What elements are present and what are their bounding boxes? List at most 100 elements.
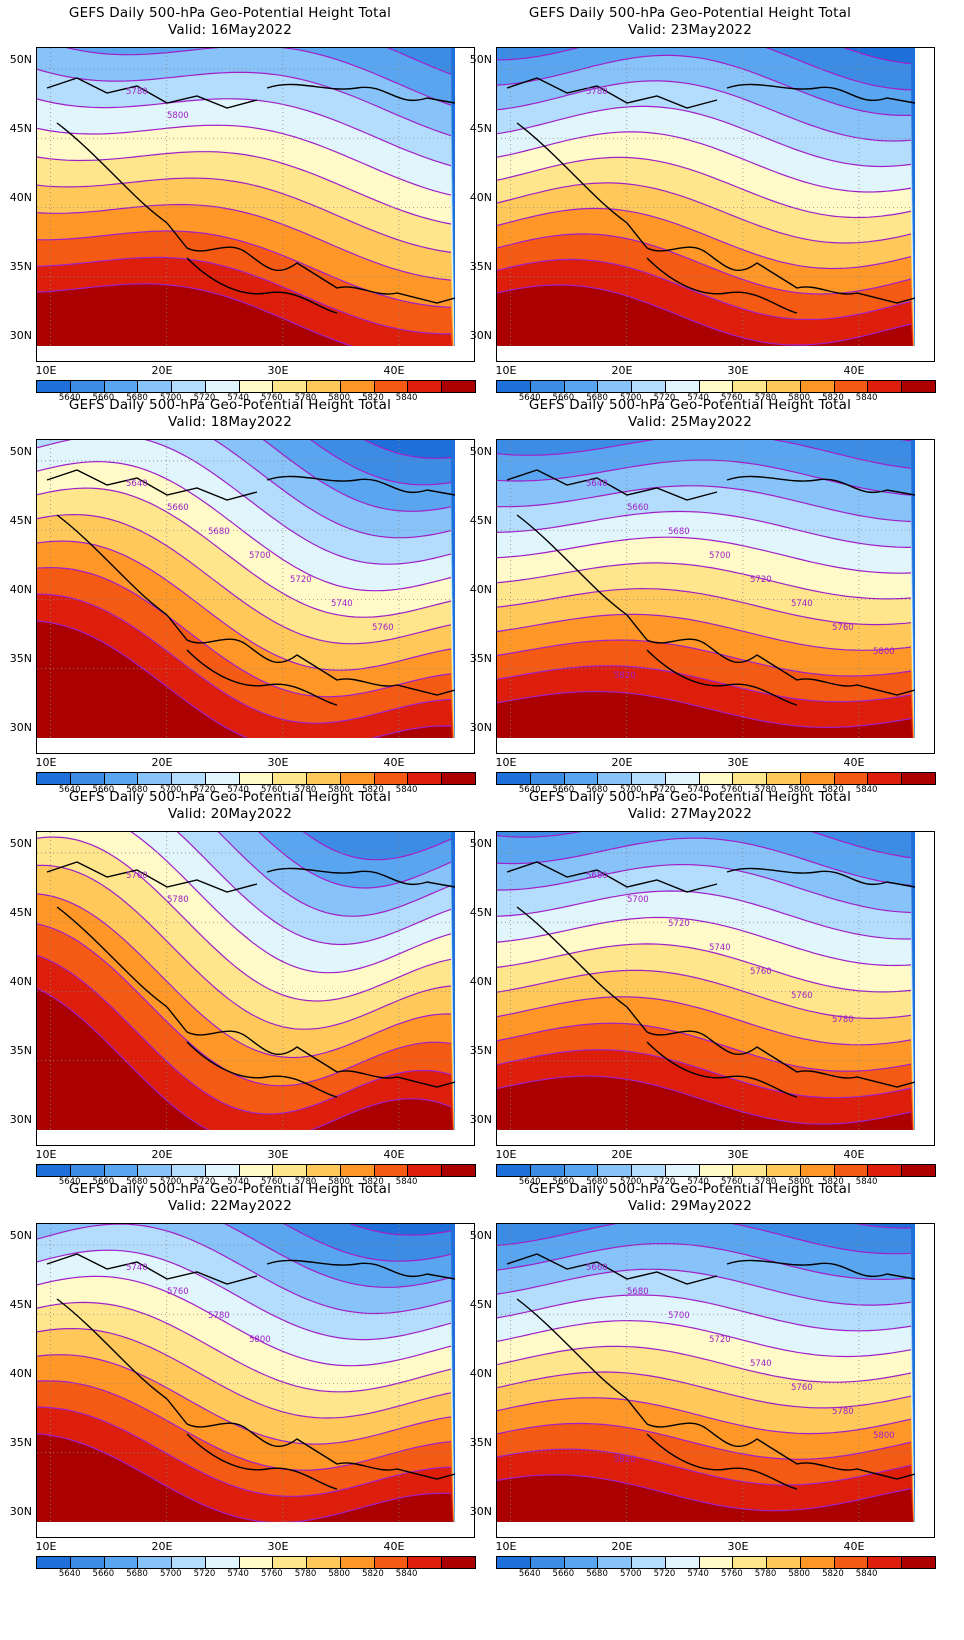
contour-line	[130, 832, 452, 974]
contour-line	[283, 1224, 452, 1262]
colorbar-swatch	[239, 381, 274, 392]
colorbar-label: 5680	[126, 393, 148, 403]
lat-tick-label: 35N	[9, 1436, 32, 1449]
lon-tick-label: 20E	[151, 364, 173, 377]
colorbar-label: 5640	[58, 1569, 81, 1579]
contour-line	[497, 80, 912, 142]
colorbar-swatch	[307, 381, 341, 392]
map-panel: GEFS Daily 500-hPa Geo-Potential Height …	[460, 0, 936, 410]
colorbar-label: 5820	[822, 1177, 844, 1187]
colorbar-label: 5660	[92, 785, 115, 795]
colorbar-swatch	[902, 1165, 935, 1176]
contour-label: 5680	[208, 527, 230, 537]
colorbar-swatch	[239, 1557, 274, 1568]
panel-title: GEFS Daily 500-hPa Geo-Potential Height …	[528, 397, 852, 413]
colorbar-label: 5640	[518, 1177, 541, 1187]
lon-tick-label: 20E	[611, 1540, 633, 1553]
contour-label: 5680	[627, 1287, 649, 1297]
lon-tick-label: 30E	[727, 364, 749, 377]
coastline	[506, 861, 915, 1098]
colorbar-swatch	[868, 381, 903, 392]
lon-tick-label: 40E	[383, 1540, 405, 1553]
lon-tick-label: 40E	[383, 364, 405, 377]
lon-tick-label: 40E	[843, 756, 865, 769]
contour-line	[497, 943, 912, 993]
colorbar	[36, 772, 476, 785]
colorbar-label: 5660	[552, 393, 575, 403]
contour-line	[497, 156, 912, 219]
contour-line	[37, 923, 452, 1087]
panel-title: GEFS Daily 500-hPa Geo-Potential Height …	[528, 1181, 852, 1197]
colorbar-swatch	[665, 381, 700, 392]
lat-tick-label: 35N	[469, 1436, 492, 1449]
colorbar-swatch	[273, 381, 308, 392]
contour-line	[37, 1301, 452, 1393]
colorbar-swatch	[834, 773, 869, 784]
colorbar-swatch	[340, 381, 375, 392]
panel-title: GEFS Daily 500-hPa Geo-Potential Height …	[68, 397, 392, 413]
lat-tick-label: 35N	[9, 652, 32, 665]
colorbar-swatch	[408, 1165, 443, 1176]
colorbar-swatch	[665, 773, 700, 784]
lat-tick-label: 45N	[9, 906, 32, 919]
colorbar-label: 5700	[619, 785, 642, 795]
lat-tick-label: 45N	[9, 1298, 32, 1311]
contour-line	[37, 256, 451, 335]
contour-line	[497, 1294, 912, 1332]
panel-valid-date: Valid: 16May2022	[167, 22, 292, 38]
colorbar-label: 5720	[653, 393, 676, 403]
colorbar-label: 5680	[586, 1177, 608, 1187]
colorbar-swatch	[307, 1557, 341, 1568]
coastline	[506, 1253, 915, 1490]
lon-tick-label: 10E	[495, 364, 517, 377]
contour-line	[224, 1224, 452, 1288]
panel-valid-date: Valid: 18May2022	[167, 414, 292, 430]
lat-tick-label: 50N	[469, 445, 492, 458]
contour-label: 5800	[167, 111, 189, 121]
colorbar-label: 5740	[227, 1569, 249, 1579]
colorbar-swatch	[632, 1165, 666, 1176]
contour-line	[37, 177, 452, 253]
contour-line	[497, 48, 912, 91]
shading-band	[497, 1474, 913, 1522]
contour-line	[497, 440, 912, 469]
panel-valid-date: Valid: 29May2022	[627, 1198, 752, 1214]
contour-line	[37, 151, 452, 225]
colorbar-swatch	[497, 381, 531, 392]
colorbar-label: 5740	[227, 785, 249, 795]
colorbar-label: 5640	[518, 393, 541, 403]
panel-valid-date: Valid: 27May2022	[627, 806, 752, 822]
lon-tick-label: 30E	[267, 364, 289, 377]
colorbar-swatch	[598, 1557, 633, 1568]
colorbar-swatch	[665, 1557, 700, 1568]
colorbar-swatch	[37, 381, 71, 392]
colorbar-swatch	[205, 1165, 240, 1176]
contour-label: 5660	[627, 503, 649, 513]
lon-tick-label: 40E	[383, 1148, 405, 1161]
colorbar	[496, 772, 936, 785]
colorbar-swatch	[530, 1557, 565, 1568]
colorbar-label: 5700	[619, 1177, 642, 1187]
colorbar-swatch	[530, 381, 565, 392]
colorbar-label: 5780	[754, 785, 777, 795]
height-field-map	[36, 831, 475, 1146]
contour-line	[65, 48, 452, 106]
colorbar-swatch	[104, 773, 139, 784]
colorbar-swatch	[374, 773, 409, 784]
contour-line	[497, 258, 912, 321]
height-field-map	[496, 47, 935, 362]
contour-line	[37, 864, 452, 1030]
colorbar-label: 5800	[788, 393, 811, 403]
contour-line	[497, 690, 912, 728]
colorbar-label: 5660	[552, 1569, 575, 1579]
contour-line	[258, 832, 452, 889]
contour-label: 5760	[167, 1287, 189, 1297]
colorbar-swatch	[598, 773, 633, 784]
contour-line	[37, 836, 452, 1002]
contour-line	[262, 440, 452, 512]
colorbar-swatch	[665, 1165, 700, 1176]
lat-tick-label: 50N	[469, 53, 492, 66]
colorbar-swatch	[138, 381, 173, 392]
lon-tick-label: 20E	[151, 1540, 173, 1553]
colorbar-swatch	[239, 773, 274, 784]
